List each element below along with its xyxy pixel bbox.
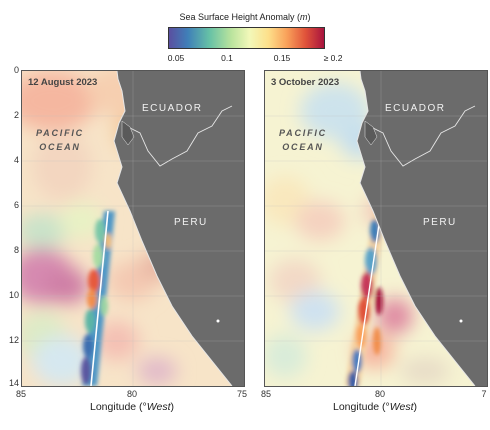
panel-date-october: 3 October 2023 — [271, 77, 340, 88]
country-label-ecuador: ECUADOR — [385, 103, 446, 114]
lat-label-2: 2 — [13, 110, 19, 120]
colorbar-tick-4: ≥ 0.2 — [323, 53, 343, 63]
colorbar-title-unit: m — [300, 12, 308, 22]
lon-label-left-75: 75 — [236, 389, 248, 399]
colorbar-tick-3: 0.15 — [273, 53, 291, 63]
lon-label-left-85: 85 — [15, 389, 27, 399]
lat-label-10: 10 — [8, 290, 19, 300]
map-panel-october: 3 October 2023 ECUADOR PERU PACIFIC OCEA… — [264, 70, 488, 387]
colorbar-tick-2: 0.1 — [221, 53, 233, 63]
ocean-label: PACIFIC OCEAN — [30, 126, 90, 154]
lat-label-12: 12 — [8, 335, 19, 345]
ocean-label-line-1: PACIFIC — [36, 128, 84, 138]
map-panel-august: 12 August 2023 ECUADOR PERU PACIFIC OCEA… — [21, 70, 245, 387]
colorbar-title-suffix: ) — [307, 12, 311, 22]
country-label-ecuador: ECUADOR — [142, 103, 203, 114]
x-axis-title-prefix: Longitude (° — [333, 401, 390, 413]
lon-label-right-85: 85 — [260, 389, 272, 399]
colorbar — [168, 27, 325, 49]
x-axis-title-unit: West — [389, 401, 414, 413]
x-axis-title-suffix: ) — [413, 401, 417, 413]
ocean-label-line-2: OCEAN — [282, 142, 324, 152]
colorbar-tick-1: 0.05 — [167, 53, 185, 63]
x-axis-title-right: Longitude (°West) — [333, 401, 417, 413]
lat-label-6: 6 — [13, 200, 19, 210]
lat-label-4: 4 — [13, 155, 19, 165]
ocean-label-line-1: PACIFIC — [279, 128, 327, 138]
panel-date-august: 12 August 2023 — [28, 77, 98, 88]
x-axis-title-prefix: Longitude (° — [90, 401, 147, 413]
lon-label-right-80: 80 — [374, 389, 386, 399]
x-axis-title-suffix: ) — [170, 401, 174, 413]
colorbar-title-prefix: Sea Surface Height Anomaly ( — [179, 12, 301, 22]
lon-label-left-80: 80 — [126, 389, 138, 399]
lat-label-14: 14 — [8, 378, 19, 388]
x-axis-title-left: Longitude (°West) — [90, 401, 174, 413]
colorbar-title: Sea Surface Height Anomaly (m) — [0, 12, 490, 22]
ocean-label-line-2: OCEAN — [39, 142, 81, 152]
lon-label-right-75: 7 — [481, 389, 487, 399]
lat-label-0: 0 — [13, 65, 19, 75]
lat-label-8: 8 — [13, 245, 19, 255]
country-label-peru: PERU — [423, 217, 457, 228]
x-axis-title-unit: West — [146, 401, 171, 413]
country-label-peru: PERU — [174, 217, 208, 228]
ocean-label: PACIFIC OCEAN — [273, 126, 333, 154]
